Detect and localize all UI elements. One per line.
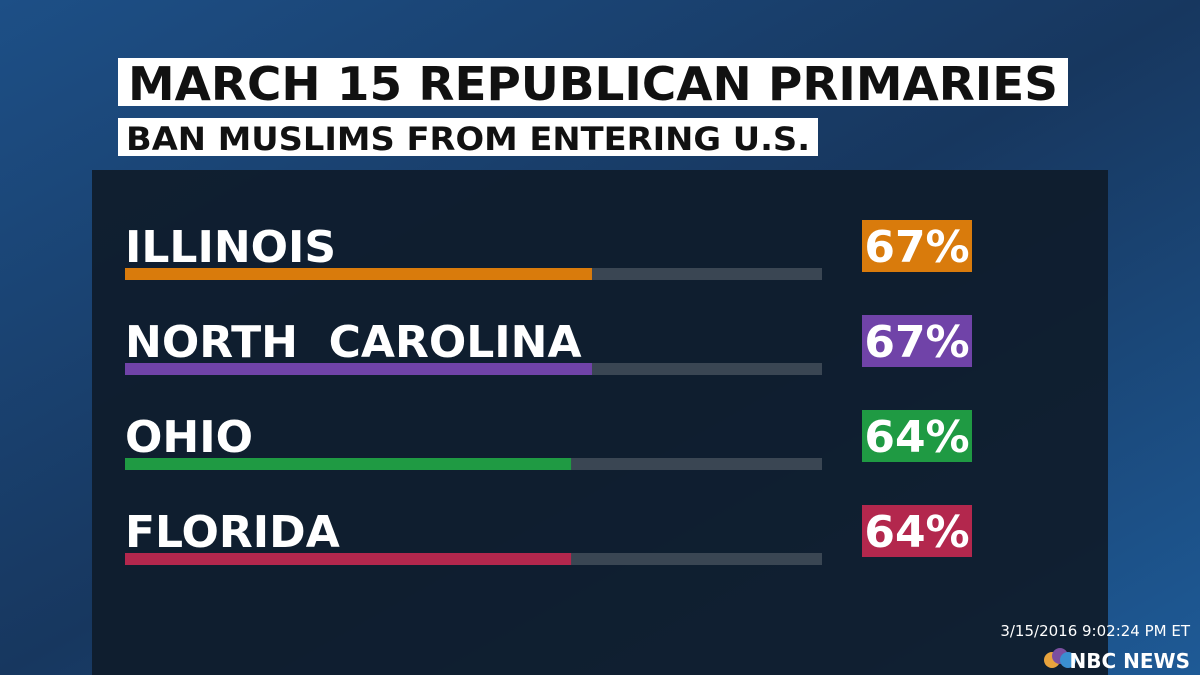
value-box	[862, 315, 972, 367]
bar	[125, 458, 572, 470]
category-label: OHIO	[125, 412, 253, 463]
timestamp: 3/15/2016 9:02:24 PM ET	[1000, 622, 1191, 640]
value-box	[862, 220, 972, 272]
nbc-logo	[1044, 648, 1076, 668]
value-label: 67%	[864, 222, 969, 273]
category-label: FLORIDA	[125, 507, 340, 558]
bar	[125, 553, 572, 565]
chart-title: MARCH 15 REPUBLICAN PRIMARIES	[128, 57, 1058, 111]
title-box	[118, 58, 1068, 106]
bar	[125, 363, 592, 375]
value-label: 67%	[864, 317, 969, 368]
source: NBC NEWS	[1070, 649, 1191, 673]
value-label: 64%	[864, 412, 969, 463]
value-box	[862, 505, 972, 557]
value-label: 64%	[864, 507, 969, 558]
value-box	[862, 410, 972, 462]
bar	[125, 268, 592, 280]
category-label: ILLINOIS	[125, 222, 336, 273]
category-label: NORTH CAROLINA	[125, 317, 582, 368]
chart-subtitle: BAN MUSLIMS FROM ENTERING U.S.	[126, 120, 810, 158]
subtitle-box	[118, 118, 818, 156]
